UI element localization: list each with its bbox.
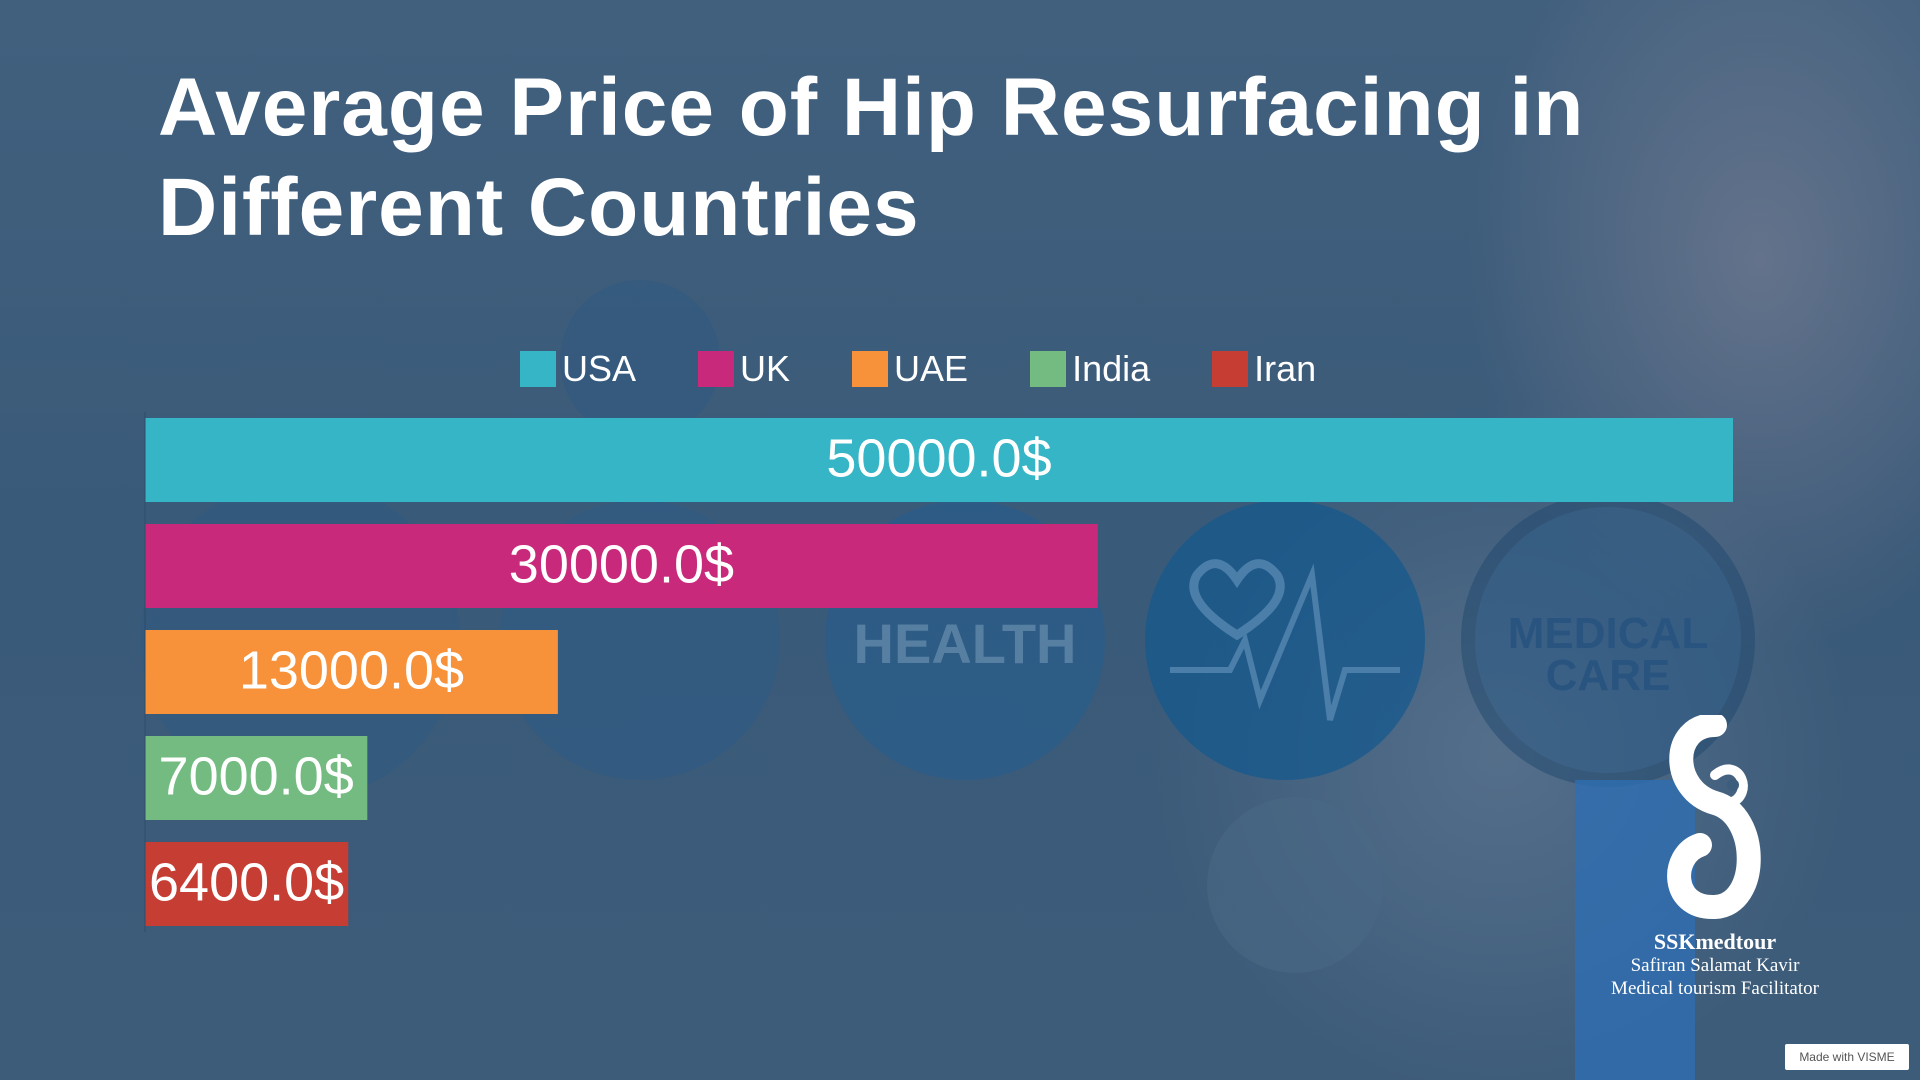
bar-value-label-uae: 13000.0$ [239, 640, 464, 700]
brand-logo: SSKmedtour Safiran Salamat Kavir Medical… [1590, 715, 1840, 1000]
brand-name: SSKmedtour [1653, 929, 1777, 954]
bar-value-label-usa: 50000.0$ [826, 428, 1051, 488]
heart-icon [1189, 559, 1285, 641]
medical-icon-text: MEDICAL [1508, 609, 1708, 658]
legend-item-iran: Iran [1212, 347, 1316, 391]
care-icon-text: CARE [1546, 651, 1671, 700]
legend-label: UK [740, 348, 791, 389]
bar-value-label-india: 7000.0$ [159, 746, 354, 806]
legend-swatch [520, 351, 556, 387]
chart-title: Average Price of Hip Resurfacing in Diff… [158, 62, 1585, 253]
legend-label: UAE [894, 348, 969, 389]
bar-india [145, 736, 368, 820]
health-icon-text: HEALTH [854, 612, 1077, 675]
brand-tagline-1: Safiran Salamat Kavir [1630, 955, 1800, 976]
bar-value-label-iran: 6400.0$ [149, 852, 344, 912]
brand-tagline-2: Medical tourism Facilitator [1611, 978, 1819, 999]
legend-item-uk: UK [698, 347, 790, 391]
visme-watermark[interactable]: Made with VISME [1785, 1044, 1909, 1070]
bar-uae [145, 630, 558, 714]
legend-swatch [1212, 351, 1249, 387]
legend-item-usa: USA [520, 347, 636, 391]
bar-iran [145, 842, 349, 926]
bar-usa [145, 418, 1733, 502]
legend-label: India [1072, 348, 1151, 389]
legend-swatch [852, 351, 889, 387]
bar-value-label-uk: 30000.0$ [509, 534, 734, 594]
legend-swatch [698, 351, 735, 387]
bar-uk [145, 524, 1098, 608]
legend-label: USA [562, 348, 637, 389]
legend-swatch [1030, 351, 1067, 387]
legend-item-india: India [1030, 347, 1150, 391]
heartbeat-icon [1170, 563, 1400, 721]
ssk-logo-icon [1667, 715, 1761, 919]
legend-label: Iran [1254, 348, 1317, 389]
chart-legend: USA UK UAE India Iran [520, 347, 1316, 391]
legend-item-uae: UAE [852, 347, 968, 391]
